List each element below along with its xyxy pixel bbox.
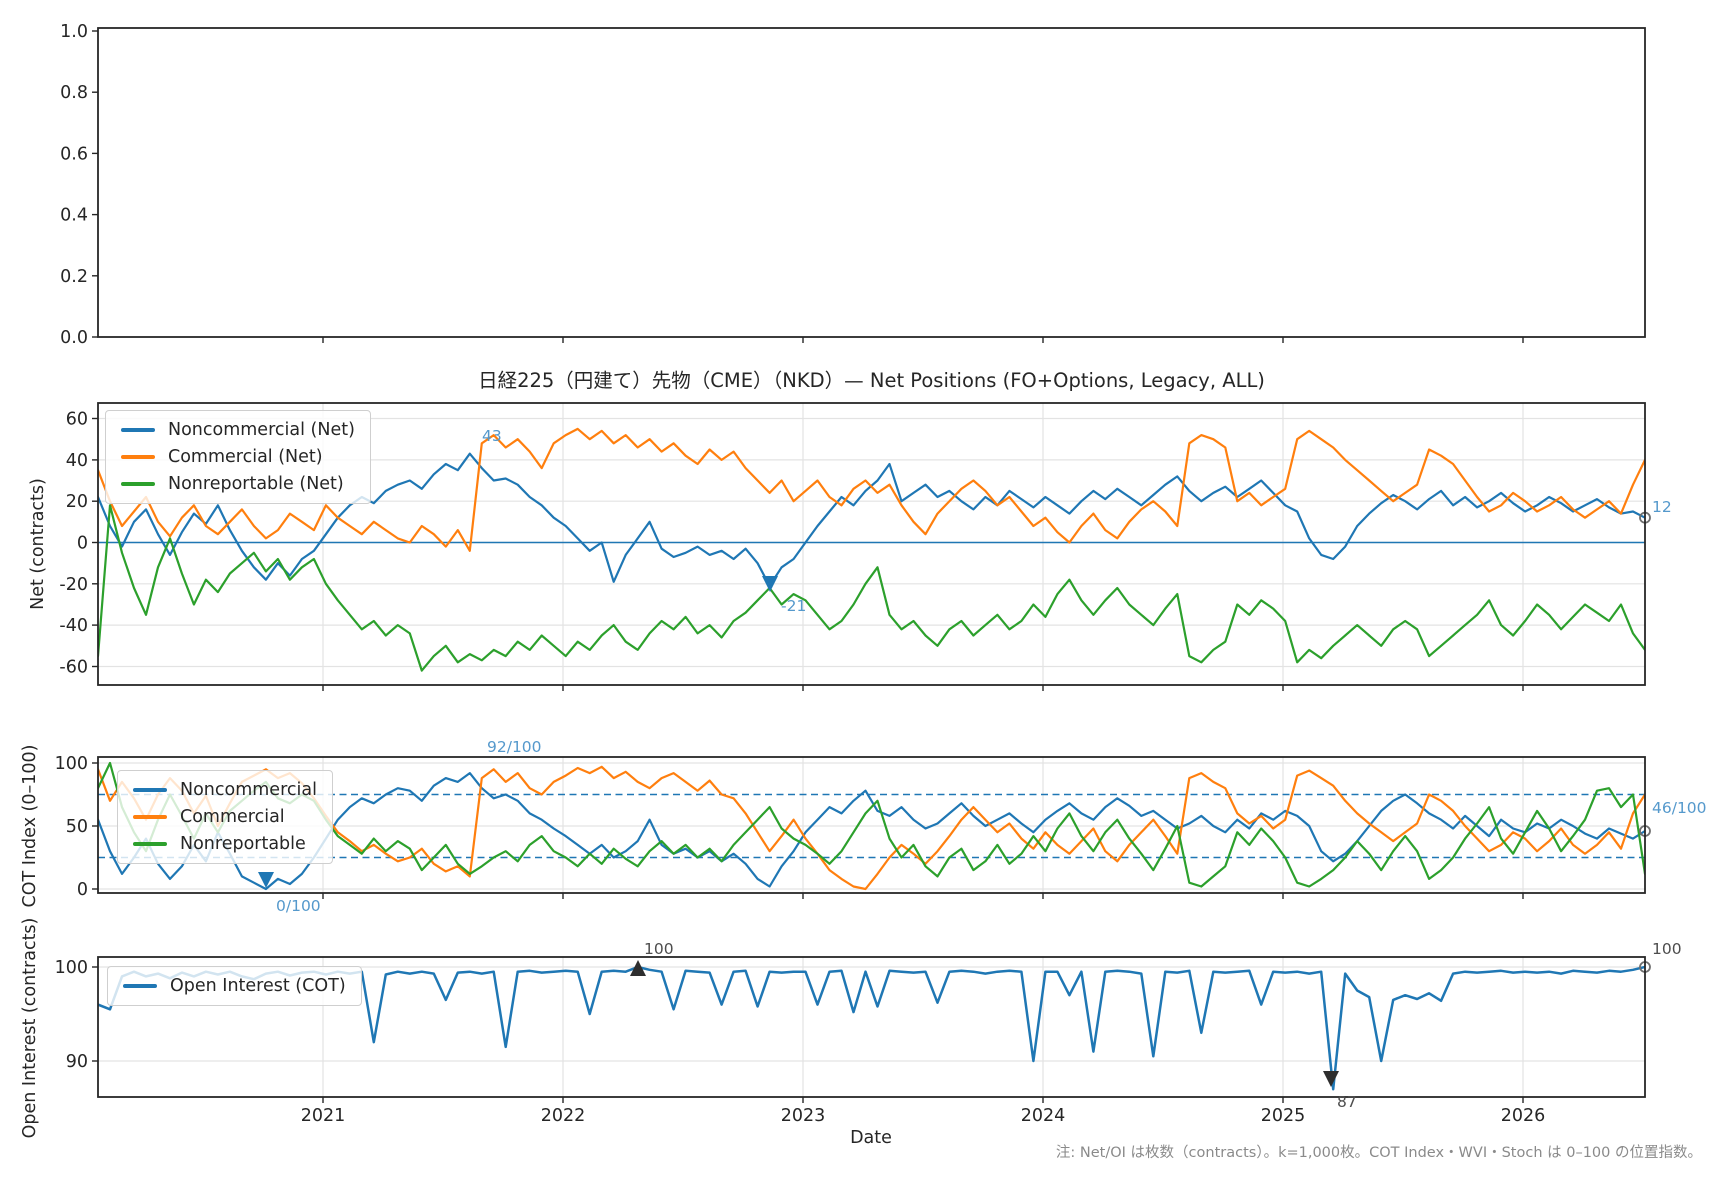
xlabel-date: Date [850, 1128, 892, 1148]
legend-label: Noncommercial [180, 780, 317, 800]
net-last-annotation: 12 [1652, 498, 1672, 516]
oi-max-marker-icon [630, 960, 646, 976]
index-min-marker-icon [258, 872, 274, 888]
legend-item-noncommercial: Noncommercial [133, 780, 317, 800]
x-tick-label: 2025 [1261, 1106, 1306, 1126]
net-max-annotation: 43 [482, 427, 502, 445]
x-tick-label: 2026 [1501, 1106, 1546, 1126]
legend-oi-panel: Open Interest (COT) [107, 966, 362, 1006]
y-tick-label: 0.4 [60, 206, 88, 226]
net-min-marker-icon [762, 576, 778, 592]
x-tick-label: 2022 [541, 1106, 586, 1126]
noncommercial-line-swatch-icon [133, 788, 167, 792]
index-last-annotation: 46/100 [1652, 799, 1707, 817]
legend-item-noncommercial-net: Noncommercial (Net) [121, 420, 355, 440]
y-tick-label: 100 [55, 958, 88, 978]
y-tick-label: 0.6 [60, 144, 88, 164]
panel-background [98, 28, 1645, 337]
series-line [98, 504, 1645, 672]
series-line [98, 761, 1645, 888]
legend-index-panel: Noncommercial Commercial Nonreportable [117, 770, 333, 864]
ylabel-net: Net (contracts) [28, 478, 48, 610]
y-tick-label: -60 [59, 658, 88, 678]
y-tick-label: 0 [77, 880, 88, 900]
y-tick-label: 0.2 [60, 267, 88, 287]
index-max-annotation: 92/100 [487, 738, 542, 756]
oi-min-marker-icon [1323, 1071, 1339, 1087]
y-tick-label: 0.8 [60, 83, 88, 103]
series-line [98, 427, 1645, 552]
panel-border [97, 756, 1646, 894]
y-tick-label: 60 [66, 410, 88, 430]
legend-net-panel: Noncommercial (Net) Commercial (Net) Non… [105, 410, 371, 504]
panel-border [97, 402, 1646, 686]
nonreportable-line-swatch-icon [133, 842, 167, 846]
y-tick-label: 50 [66, 817, 88, 837]
x-tick-label: 2021 [301, 1106, 346, 1126]
nonreportable-line-swatch-icon [121, 482, 155, 486]
panel-background [98, 757, 1645, 893]
oi-line-swatch-icon [123, 984, 157, 988]
y-tick-label: -20 [59, 575, 88, 595]
net-min-annotation: -21 [781, 597, 807, 615]
legend-label: Nonreportable [180, 834, 306, 854]
commercial-line-swatch-icon [133, 815, 167, 819]
legend-label: Nonreportable (Net) [168, 474, 344, 494]
index-min-annotation: 0/100 [276, 897, 321, 915]
legend-item-nonreportable-net: Nonreportable (Net) [121, 474, 355, 494]
oi-last-annotation: 100 [1652, 940, 1682, 958]
legend-item-commercial: Commercial [133, 807, 317, 827]
chart-title: 日経225（円建て）先物（CME）（NKD）— Net Positions (F… [478, 369, 1265, 392]
panel-border [97, 27, 1646, 338]
y-tick-label: 1.0 [60, 22, 88, 42]
legend-label: Open Interest (COT) [170, 976, 346, 996]
legend-item-commercial-net: Commercial (Net) [121, 447, 355, 467]
y-tick-label: -40 [59, 616, 88, 636]
y-tick-label: 100 [55, 754, 88, 774]
series-line [98, 771, 1645, 891]
footnote: 注: Net/OI は枚数（contracts）。k=1,000枚。COT In… [1055, 1145, 1702, 1161]
y-tick-label: 40 [66, 451, 88, 471]
series-line [98, 765, 1645, 891]
ylabel-cot-index: COT Index (0–100) [20, 744, 40, 908]
y-tick-label: 0 [77, 534, 88, 554]
panel-border [97, 956, 1646, 1098]
noncommercial-line-swatch-icon [121, 428, 155, 432]
y-tick-label: 0.0 [60, 328, 88, 348]
y-tick-label: 90 [66, 1052, 88, 1072]
x-tick-label: 2024 [1021, 1106, 1066, 1126]
y-tick-label: 20 [66, 492, 88, 512]
ylabel-open-interest: Open Interest (contracts) [20, 917, 40, 1139]
x-tick-label: 2023 [781, 1106, 826, 1126]
legend-label: Noncommercial (Net) [168, 420, 355, 440]
legend-item-open-interest: Open Interest (COT) [123, 976, 346, 996]
oi-max-annotation: 100 [644, 940, 674, 958]
legend-item-nonreportable: Nonreportable [133, 834, 317, 854]
oi-min-annotation: 87 [1337, 1093, 1357, 1111]
commercial-line-swatch-icon [121, 455, 155, 459]
legend-label: Commercial [180, 807, 285, 827]
legend-label: Commercial (Net) [168, 447, 323, 467]
